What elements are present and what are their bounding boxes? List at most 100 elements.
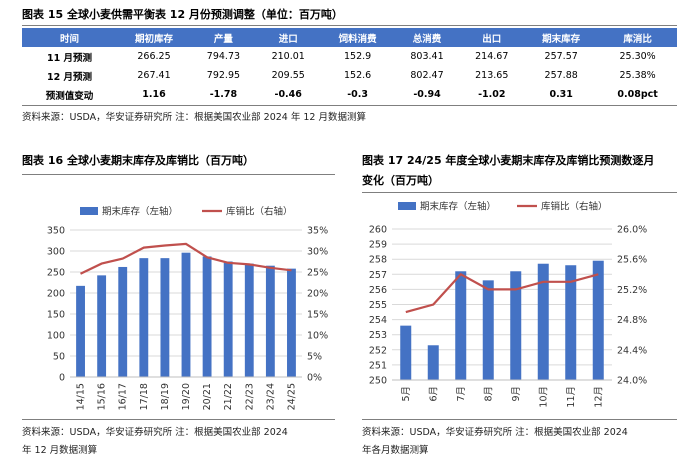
row-label: 12 月预测 — [46, 71, 93, 83]
header-cell: 产量 — [191, 28, 256, 47]
figure-16-source-cont: 年 12 月数据测算 — [22, 445, 98, 456]
bar-10月 — [537, 263, 549, 380]
table-15-source: 资料来源：USDA，华安证券研究所 注：根据美国农业部 2024 年 12 月数… — [22, 112, 366, 123]
table-cell: 0.08pct — [617, 89, 658, 100]
row-label: 11 月预测 — [46, 52, 93, 64]
right-axis-tick-label: 35% — [307, 226, 328, 237]
right-axis-tick-label: 5% — [307, 352, 322, 363]
table-cell: -0.46 — [274, 89, 302, 100]
x-axis-tick-label: 9月 — [511, 386, 522, 402]
bar-18/19 — [160, 258, 170, 377]
header-cell: 出口 — [459, 28, 525, 47]
figure-17-title-rule — [362, 192, 677, 193]
left-axis-tick-label: 259 — [369, 240, 387, 251]
left-axis-tick-label: 255 — [369, 300, 387, 311]
left-axis-tick-label: 257 — [369, 270, 387, 281]
right-axis-tick-label: 15% — [307, 310, 328, 321]
x-axis-tick-label: 21/22 — [223, 383, 234, 410]
right-axis-tick-label: 24.0% — [617, 376, 647, 387]
header-cell: 时间 — [22, 28, 117, 47]
legend-label-bar: 期末库存（左轴） — [102, 206, 178, 218]
bar-24/25 — [287, 268, 296, 377]
bar-7月 — [455, 271, 467, 380]
left-axis-tick-label: 250 — [47, 268, 65, 279]
left-axis-tick-label: 260 — [369, 225, 387, 236]
header-cell: 库消比 — [598, 28, 677, 47]
x-axis-tick-label: 20/21 — [202, 383, 213, 410]
table-cell: 257.88 — [544, 70, 578, 81]
figure-16-source: 资料来源：USDA，华安证券研究所 注：根据美国农业部 2024 — [22, 427, 288, 438]
right-axis-tick-label: 0% — [307, 373, 322, 384]
bar-21/22 — [223, 261, 233, 377]
figure-17-title: 图表 17 24/25 年度全球小麦期末库存及库销比预测数逐月 — [362, 154, 655, 167]
left-axis-tick-label: 253 — [369, 330, 387, 341]
bar-14/15 — [76, 285, 85, 377]
ratio-line — [80, 242, 292, 275]
x-axis-tick-label: 23/24 — [265, 383, 276, 410]
x-axis-tick-label: 11月 — [566, 386, 577, 408]
x-axis-tick-label: 15/16 — [97, 383, 108, 410]
figure-17-source-cont: 年各月数据测算 — [362, 445, 429, 456]
right-axis-tick-label: 25% — [307, 268, 328, 279]
bar-6月 — [427, 345, 439, 380]
table-cell: -0.94 — [413, 89, 441, 100]
x-axis-tick-label: 8月 — [483, 386, 494, 402]
x-axis-tick-label: 18/19 — [160, 383, 171, 410]
left-axis-tick-label: 50 — [53, 352, 65, 363]
header-cell: 期初库存 — [117, 28, 192, 47]
table-row: 预测值变动 1.16 -1.78 -0.46 -0.3 -0.94 -1.02 … — [22, 85, 677, 104]
figure-16-title: 图表 16 全球小麦期末库存及库销比（百万吨） — [22, 154, 254, 167]
bar-5月 — [400, 325, 412, 380]
x-axis-tick-label: 5月 — [401, 386, 412, 402]
table-cell: 802.47 — [410, 70, 444, 81]
table-row: 11 月预测 266.25 794.73 210.01 152.9 803.41… — [22, 47, 677, 66]
legend-label-bar: 期末库存（左轴） — [420, 201, 496, 213]
x-axis-tick-label: 12月 — [593, 386, 604, 408]
bar-17/18 — [139, 258, 149, 377]
right-axis-tick-label: 30% — [307, 247, 328, 258]
left-axis-tick-label: 150 — [47, 310, 65, 321]
ratio-line — [405, 272, 599, 314]
x-axis-tick-label: 19/20 — [181, 383, 192, 410]
header-cell: 进口 — [255, 28, 321, 47]
table-cell: 0.31 — [549, 89, 573, 100]
figure-17-source: 资料来源：USDA，华安证券研究所 注：根据美国农业部 2024 — [362, 427, 628, 438]
table-cell: 25.38% — [619, 70, 656, 81]
right-axis-tick-label: 24.8% — [617, 315, 647, 326]
left-axis-tick-label: 100 — [47, 331, 65, 342]
left-axis-tick-label: 300 — [47, 247, 65, 258]
table-cell: 792.95 — [206, 70, 241, 81]
table-top-rule — [22, 25, 677, 26]
left-axis-tick-label: 250 — [369, 376, 387, 387]
table-cell: 152.9 — [344, 51, 372, 62]
bar-19/20 — [181, 252, 191, 377]
bar-23/24 — [265, 265, 275, 377]
left-axis-tick-label: 0 — [59, 373, 65, 384]
x-axis-tick-label: 6月 — [428, 386, 439, 402]
x-axis-tick-label: 7月 — [456, 386, 467, 402]
x-axis-tick-label: 24/25 — [286, 383, 297, 410]
table-cell: 213.65 — [475, 70, 509, 81]
table-cell: 152.6 — [344, 70, 372, 81]
left-axis-tick-label: 258 — [369, 255, 387, 266]
header-cell: 期末库存 — [524, 28, 599, 47]
bar-11月 — [565, 265, 577, 380]
x-axis-tick-label: 14/15 — [76, 383, 87, 410]
right-axis-tick-label: 25.2% — [617, 285, 647, 296]
right-axis-tick-label: 10% — [307, 331, 328, 342]
header-cell: 饲料消费 — [320, 28, 395, 47]
supply-demand-table: 时间 期初库存 产量 进口 饲料消费 总消费 出口 期末库存 库消比 11 月预… — [22, 28, 677, 104]
x-axis-tick-label: 16/17 — [118, 383, 129, 410]
table-bottom-rule — [22, 105, 677, 106]
table-cell: 214.67 — [475, 51, 509, 62]
figure-16-title-rule — [22, 174, 335, 175]
right-axis-tick-label: 26.0% — [617, 225, 647, 236]
figure-17-bottom-rule — [362, 419, 677, 420]
left-axis-tick-label: 200 — [47, 289, 65, 300]
x-axis-tick-label: 17/18 — [139, 383, 150, 410]
legend-label-line: 库销比（右轴） — [226, 206, 293, 218]
bar-20/21 — [202, 256, 212, 377]
table-cell: 209.55 — [271, 70, 305, 81]
bar-15/16 — [97, 275, 107, 377]
bar-16/17 — [118, 266, 128, 377]
